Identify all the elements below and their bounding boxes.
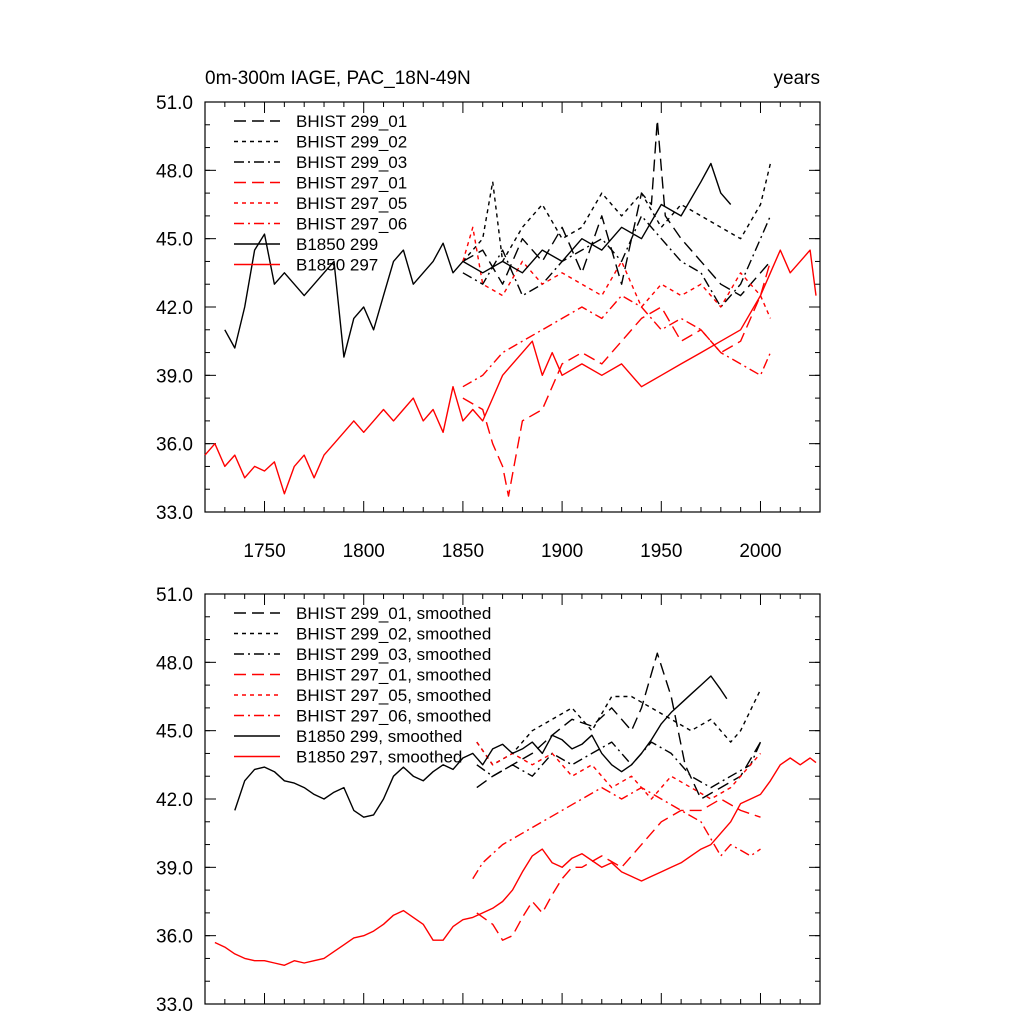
top-y-tick-label: 39.0 [156,366,193,387]
top-legend-label-6: BHIST 297_06 [296,215,407,234]
top-series-line-1 [462,119,771,297]
top-legend-label-8: B1850 297 [296,256,378,275]
bottom-legend-label-6: BHIST 297_06, smoothed [296,707,491,726]
bottom-y-tick-label: 39.0 [156,858,193,879]
top-legend-label-3: BHIST 299_03 [296,153,407,172]
top-x-tick-label: 1900 [541,541,583,562]
top-y-tick-label: 33.0 [156,503,193,524]
bottom-series-line-8 [214,757,817,966]
top-y-tick-label: 42.0 [156,298,193,319]
bottom-legend-label-7: B1850 299, smoothed [296,727,462,746]
bottom-series-line-5 [476,741,762,800]
top-x-tick-label: 1750 [243,541,285,562]
bottom-legend-label-8: B1850 297, smoothed [296,748,462,767]
top-x-tick-label: 1850 [442,541,484,562]
bottom-legend-label-2: BHIST 299_02, smoothed [296,625,491,644]
top-panel: 0m-300m IAGE, PAC_18N-49N years 1750 1800… [156,68,821,562]
top-legend-label-2: BHIST 299_02 [296,133,407,152]
bottom-legend-label-1: BHIST 299_01, smoothed [296,604,491,623]
bottom-series-line-7 [234,675,728,818]
top-series-line-2 [462,163,772,263]
bottom-panel: 33.0 36.0 39.0 42.0 45.0 48.0 51.0 BHIST 299_01… [156,585,821,1016]
top-y-tick-label: 45.0 [156,230,193,251]
bottom-legend-label-4: BHIST 297_01, smoothed [296,666,491,685]
top-legend-label-1: BHIST 299_01 [296,112,407,131]
top-panel-units-label: years [774,68,820,89]
bottom-y-tick-label: 42.0 [156,790,193,811]
bottom-series-line-3 [476,741,762,789]
bottom-series-line-1 [476,652,762,800]
top-y-tick-label: 36.0 [156,435,193,456]
top-series-line-7 [224,162,732,358]
top-legend-label-4: BHIST 297_01 [296,174,407,193]
top-y-tick-label: 48.0 [156,161,193,182]
top-series-line-5 [462,226,772,319]
bottom-y-tick-label: 51.0 [156,585,193,606]
top-series-line-4 [462,261,772,497]
bottom-y-tick-label: 33.0 [156,995,193,1016]
top-x-tick-label: 1950 [640,541,682,562]
bottom-legend-label-3: BHIST 299_03, smoothed [296,645,491,664]
top-y-tick-label: 51.0 [156,93,193,114]
bottom-plot-marks: 33.0 36.0 39.0 42.0 45.0 48.0 51.0 BHIST 299_01… [156,585,821,1016]
top-series-line-8 [204,249,817,495]
bottom-legend-label-5: BHIST 297_05, smoothed [296,686,491,705]
top-panel-title: 0m-300m IAGE, PAC_18N-49N [205,68,471,89]
bottom-series-line-6 [472,786,761,880]
bottom-y-tick-label: 45.0 [156,722,193,743]
top-plot-marks: 1750 1800 1850 1900 1950 2000 33.0 36.0 39.0 42.0… [156,93,821,562]
top-series-line-3 [462,215,772,308]
top-series-line-6 [462,294,772,388]
bottom-y-tick-label: 48.0 [156,653,193,674]
bottom-y-tick-label: 36.0 [156,927,193,948]
top-x-tick-label: 1800 [343,541,385,562]
bottom-series-line-4 [476,798,761,941]
top-legend-label-5: BHIST 297_05 [296,194,407,213]
top-legend-label-7: B1850 299 [296,235,378,254]
bottom-series-line-2 [476,689,762,766]
top-x-tick-label: 2000 [739,541,781,562]
